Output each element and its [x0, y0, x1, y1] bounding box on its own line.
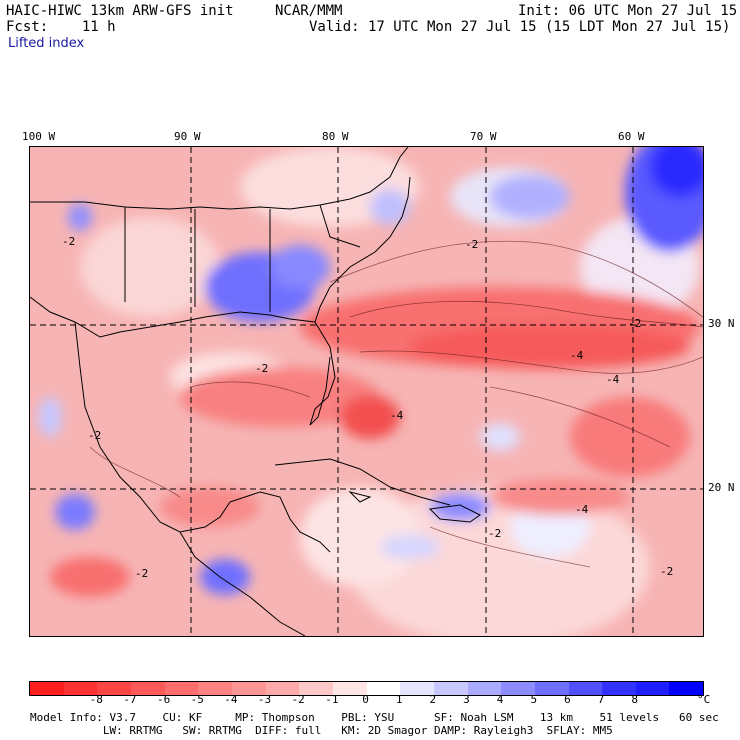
colorbar-tick-label: 2 [429, 693, 437, 706]
contour-label: -4 [390, 409, 404, 422]
colorbar-swatch [366, 682, 401, 695]
lat-label: 30 N [708, 317, 735, 330]
contour-label: -4 [570, 349, 584, 362]
colorbar-tick-label: 7 [597, 693, 605, 706]
lon-label: 70 W [470, 130, 497, 143]
field-shading [38, 147, 703, 636]
contour-label: -2 [88, 429, 101, 442]
colorbar-unit: °C [697, 693, 711, 706]
colorbar-swatch [332, 682, 367, 695]
colorbar-tick-label: -6 [156, 693, 171, 706]
colorbar-swatch [568, 682, 603, 695]
colorbar-tick-label: 6 [564, 693, 571, 706]
contours [89, 240, 703, 568]
colorbar-swatch [63, 682, 98, 695]
colorbar-swatch [635, 682, 670, 695]
colorbar-swatch [299, 682, 333, 695]
init-time: Init: 06 UTC Mon 27 Jul 15 [518, 3, 738, 19]
lifted-index-map: -2 -2 -2 -2 -2 -4 -4 -4 -2 -4 -2 -2 [29, 146, 704, 637]
colorbar-swatch [534, 682, 569, 695]
map-svg: -2 -2 -2 -2 -2 -4 -4 -4 -2 -4 -2 -2 [30, 147, 703, 636]
colorbar-swatch [400, 682, 434, 695]
colorbar-tick-label: -4 [224, 693, 238, 706]
contour-label: -2 [62, 235, 75, 248]
contour-label: -2 [465, 238, 478, 251]
field-name: Lifted index [8, 36, 85, 51]
colorbar-swatch [198, 682, 232, 695]
colorbar-swatch [130, 682, 165, 695]
colorbar [29, 681, 704, 696]
lon-label: 90 W [174, 130, 201, 143]
lon-label: 80 W [322, 130, 349, 143]
contour-label: -2 [628, 317, 641, 330]
graticule [30, 147, 703, 636]
contour-label-group: -2 -2 -2 -2 -2 -4 -4 -4 -2 -4 -2 -2 [62, 235, 673, 580]
colorbar-tick-label: -8 [89, 693, 103, 706]
colorbar-swatch [164, 682, 199, 695]
colorbar-tick-label: -2 [291, 693, 305, 706]
colorbar-tick-label: -5 [190, 693, 204, 706]
colorbar-tick-label: 4 [496, 693, 504, 706]
colorbar-swatch [433, 682, 468, 695]
model-info-line2: LW: RRTMG SW: RRTMG DIFF: full KM: 2D Sm… [30, 724, 613, 737]
model-info-line1: Model Info: V3.7 CU: KF MP: Thompson PBL… [30, 711, 719, 724]
contour-label: -2 [255, 362, 268, 375]
contour-label: -2 [660, 565, 673, 578]
colorbar-tick-label: 5 [530, 693, 538, 706]
colorbar-tick-label: 0 [362, 693, 369, 706]
model-title: HAIC-HIWC 13km ARW-GFS init [6, 3, 234, 19]
colorbar-swatch [30, 682, 64, 695]
colorbar-swatch [265, 682, 300, 695]
colorbar-tick-label: 3 [463, 693, 470, 706]
lat-label: 20 N [708, 481, 735, 494]
org-label: NCAR/MMM [275, 3, 343, 19]
valid-time: Valid: 17 UTC Mon 27 Jul 15 (15 LDT Mon … [309, 19, 731, 35]
colorbar-swatch [501, 682, 535, 695]
contour-label: -2 [135, 567, 148, 580]
colorbar-swatch [669, 682, 704, 695]
colorbar-tick-label: 8 [631, 693, 638, 706]
colorbar-tick-label: 1 [395, 693, 403, 706]
contour-label: -4 [575, 503, 589, 516]
coastlines [30, 147, 481, 636]
colorbar-tick-label: -7 [123, 693, 137, 706]
contour-label: -2 [488, 527, 501, 540]
colorbar-swatch [602, 682, 636, 695]
contour-label: -4 [606, 373, 620, 386]
lon-label: 60 W [618, 130, 645, 143]
lon-label: 100 W [22, 130, 56, 143]
colorbar-tick-label: -3 [257, 693, 272, 706]
colorbar-tick-label: -1 [325, 693, 339, 706]
colorbar-swatch [97, 682, 131, 695]
colorbar-swatch [231, 682, 266, 695]
colorbar-swatch [467, 682, 502, 695]
forecast-hour: Fcst: 11 h [6, 19, 116, 35]
